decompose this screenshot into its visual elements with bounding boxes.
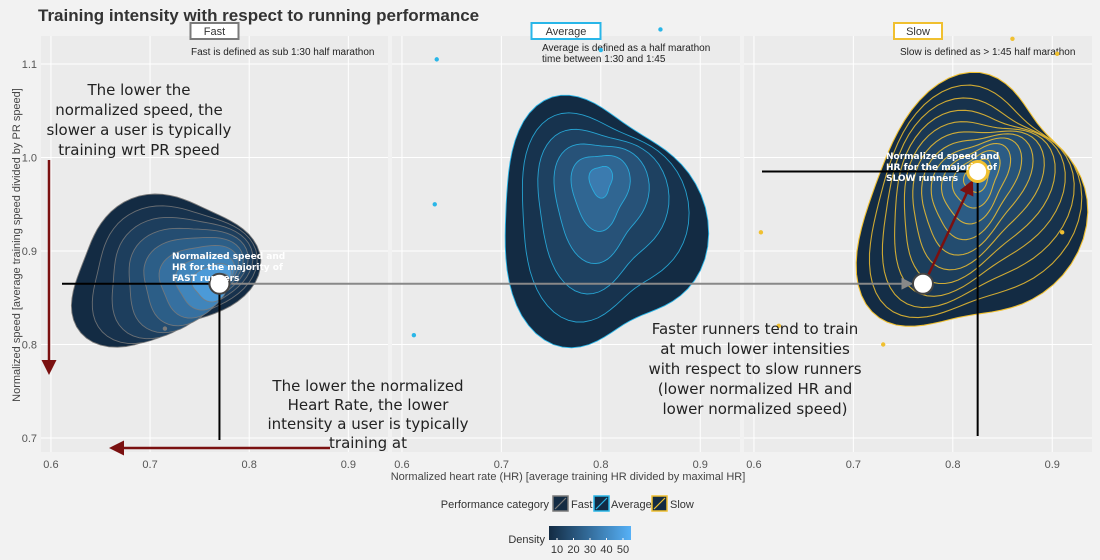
- fast-majority-note-line: FAST runners: [172, 274, 239, 284]
- strip-slow: Slow: [893, 22, 943, 40]
- strip-fast: Fast: [189, 22, 240, 40]
- density-tick-label: 10: [551, 544, 563, 556]
- density-tick-label: 30: [584, 544, 596, 556]
- density-contour-level-6: [588, 165, 614, 199]
- x-tick-label: 0.7: [142, 459, 157, 471]
- outlier-point: [881, 342, 886, 347]
- strip-box: [189, 22, 240, 40]
- speed-note-line: slower a user is typically: [47, 121, 232, 139]
- x-axis-label: Normalized heart rate (HR) [average trai…: [391, 471, 746, 483]
- x-tick-label: 0.6: [746, 459, 761, 471]
- y-axis-label: Normalized speed [average training speed…: [11, 88, 23, 402]
- panel-average: 0.6 0.7 0.8 0.9 Average Average is defined as…: [392, 22, 740, 471]
- speed-note-line: The lower the: [86, 81, 190, 99]
- faster-note-line: lower normalized speed): [662, 400, 847, 418]
- fast-majority-note-line: HR for the majority of: [172, 263, 283, 273]
- faster-note-line: with respect to slow runners: [648, 360, 861, 378]
- outlier-point: [432, 202, 437, 207]
- annotation-layer: The lower the normalized speed, the slower…: [41, 81, 999, 456]
- speed-note-line: training wrt PR speed: [58, 141, 220, 159]
- x-tick-label: 0.6: [43, 459, 58, 471]
- faster-note-line: Faster runners tend to train: [652, 320, 859, 338]
- chart-title: Training intensity with respect to runni…: [38, 6, 479, 25]
- legend-entry-fast[interactable]: Fast: [552, 495, 592, 512]
- density-tick-label: 40: [600, 544, 612, 556]
- outlier-point: [434, 57, 439, 62]
- legend-title: Performance category: [441, 499, 550, 511]
- legend-label-slow: Slow: [670, 499, 694, 511]
- x-tick-label: 0.7: [846, 459, 861, 471]
- faster-note-line: at much lower intensities: [660, 340, 850, 358]
- slow-majority-note-line: HR for the majority of: [886, 163, 997, 173]
- x-tick-label: 0.9: [1045, 459, 1060, 471]
- legend-entry-average[interactable]: Average: [593, 495, 652, 512]
- outlier-point: [1059, 230, 1065, 235]
- speed-note-line: normalized speed, the: [55, 101, 223, 119]
- y-tick-label: 1.0: [22, 153, 37, 165]
- x-tick-label: 0.9: [341, 459, 356, 471]
- strip-label: Slow: [906, 26, 930, 38]
- legend-entry-slow[interactable]: Slow: [651, 495, 694, 512]
- density-tick-label: 50: [617, 544, 629, 556]
- strip-box: [893, 22, 943, 40]
- x-tick-label: 0.7: [494, 459, 509, 471]
- panel-note: Fast is defined as sub 1:30 half maratho…: [191, 47, 374, 58]
- panel-note-line: Average is defined as a half marathon: [542, 43, 710, 54]
- panel-fast: 0.6 0.7 0.8 0.9 0.7 0.8 0.9 1.0 1.1 Fast Fast is d…: [22, 22, 388, 471]
- density-colorbar: [549, 526, 631, 540]
- slow-start-marker: [911, 272, 934, 295]
- slow-majority-marker: [966, 160, 990, 184]
- outlier-point: [411, 332, 417, 338]
- outlier-point: [1010, 36, 1015, 42]
- legend-key-average-line: [595, 497, 608, 510]
- hr-note-line: Heart Rate, the lower: [288, 396, 450, 414]
- y-tick-label: 0.8: [22, 339, 37, 351]
- outlier-point: [162, 326, 168, 331]
- y-tick-label: 0.9: [22, 246, 37, 258]
- fast-majority-note-line: Normalized speed and: [172, 252, 285, 262]
- fast-majority-marker: [208, 272, 231, 295]
- density-tick-label: 20: [567, 544, 579, 556]
- x-tick-label: 0.9: [693, 459, 708, 471]
- density-ticks: 10 20 30 40 50: [551, 538, 629, 556]
- outlier-point: [776, 323, 781, 328]
- strip-label: Average: [546, 26, 587, 38]
- panel-note: Slow is defined as > 1:45 half marathon: [900, 47, 1075, 58]
- outlier-point: [758, 230, 764, 235]
- slow-majority-note-line: Normalized speed and: [886, 152, 999, 162]
- legend-label-fast: Fast: [571, 499, 592, 511]
- outlier-point: [1055, 51, 1060, 56]
- x-tick-label: 0.8: [593, 459, 608, 471]
- hr-note-line: intensity a user is typically: [267, 415, 468, 433]
- y-tick-label: 0.7: [22, 433, 37, 445]
- outlier-point: [658, 27, 663, 32]
- outlier-point: [598, 47, 603, 53]
- x-tick-label: 0.6: [394, 459, 409, 471]
- hr-note-line: training at: [329, 434, 407, 452]
- hr-note-line: The lower the normalized: [271, 377, 463, 395]
- faster-note-line: (lower normalized HR and: [658, 380, 852, 398]
- x-tick-label: 0.8: [945, 459, 960, 471]
- strip-label: Fast: [204, 26, 225, 38]
- y-tick-label: 1.1: [22, 59, 37, 71]
- legend-label-average: Average: [611, 499, 652, 511]
- legend: Performance category Fast Average Slow D…: [441, 495, 694, 556]
- slow-trend-arrow: [926, 179, 974, 277]
- panel-note-line: time between 1:30 and 1:45: [542, 54, 666, 65]
- legend-key-slow-line: [653, 497, 666, 510]
- density-legend-title: Density: [508, 534, 545, 546]
- x-tick-label: 0.8: [242, 459, 257, 471]
- strip-average: Average: [530, 22, 602, 40]
- legend-key-fast-line: [554, 497, 567, 510]
- strip-box: [530, 22, 602, 40]
- slow-majority-note-line: SLOW runners: [886, 174, 958, 184]
